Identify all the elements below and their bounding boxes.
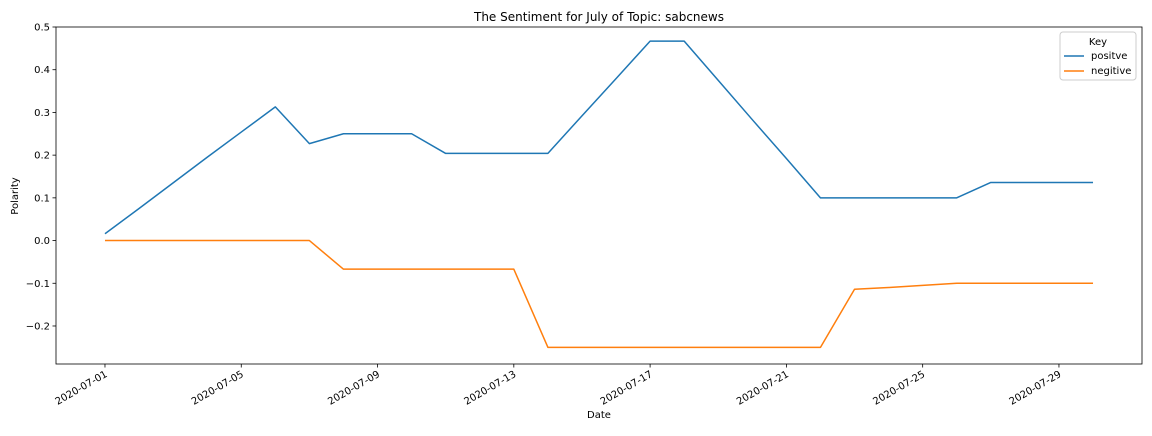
x-tick-label: 2020-07-09 bbox=[326, 369, 382, 408]
series-line-positve bbox=[104, 40, 1094, 235]
legend-label-positve: positve bbox=[1091, 51, 1127, 62]
y-tick-label: −0.1 bbox=[26, 279, 50, 290]
plot-frame bbox=[55, 26, 1143, 365]
chart-title: The Sentiment for July of Topic: sabcnew… bbox=[473, 10, 724, 24]
series-layer bbox=[104, 40, 1094, 349]
y-tick-label: 0.1 bbox=[34, 193, 50, 204]
x-tick-label: 2020-07-25 bbox=[871, 369, 927, 408]
series-line-negitive bbox=[104, 239, 1094, 349]
legend-label-negitive: negitive bbox=[1091, 66, 1131, 77]
legend: Key positve negitive bbox=[1059, 31, 1137, 81]
x-tick-label: 2020-07-13 bbox=[462, 369, 518, 408]
legend-box bbox=[1059, 31, 1137, 81]
y-tick-label: 0.3 bbox=[34, 108, 50, 119]
x-tick-label: 2020-07-29 bbox=[1008, 369, 1064, 408]
x-tick-label: 2020-07-01 bbox=[54, 369, 110, 408]
plot-area bbox=[56, 27, 1142, 364]
x-tick-label: 2020-07-05 bbox=[190, 369, 246, 408]
x-tick-label: 2020-07-17 bbox=[599, 369, 655, 408]
y-tick-label: 0.0 bbox=[34, 236, 50, 247]
x-tick-label: 2020-07-21 bbox=[735, 369, 791, 408]
legend-title: Key bbox=[1089, 37, 1107, 48]
y-axis-label: Polarity bbox=[10, 177, 21, 215]
y-tick-label: 0.2 bbox=[34, 151, 50, 162]
y-tick-label: −0.2 bbox=[26, 321, 50, 332]
y-tick-label: 0.4 bbox=[34, 65, 50, 76]
y-tick-label: 0.5 bbox=[34, 23, 50, 34]
x-axis: 2020-07-01 2020-07-05 2020-07-09 2020-07-13… bbox=[54, 364, 1064, 408]
y-axis: 0.5 0.4 0.3 0.2 0.1 0.0 −0.1 −0.2 bbox=[26, 23, 56, 332]
x-axis-label: Date bbox=[587, 410, 611, 421]
